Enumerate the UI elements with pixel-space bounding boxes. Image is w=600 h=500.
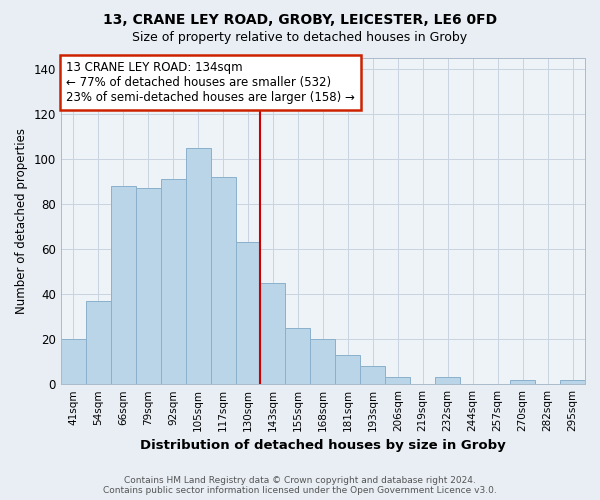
Y-axis label: Number of detached properties: Number of detached properties (15, 128, 28, 314)
Bar (385, 378, 410, 384)
Bar (361, 366, 385, 384)
Text: 13, CRANE LEY ROAD, GROBY, LEICESTER, LE6 0FD: 13, CRANE LEY ROAD, GROBY, LEICESTER, LE… (103, 12, 497, 26)
Bar (510, 380, 535, 384)
Bar (335, 355, 361, 384)
Bar (560, 380, 585, 384)
Bar (286, 328, 310, 384)
X-axis label: Distribution of detached houses by size in Groby: Distribution of detached houses by size … (140, 440, 506, 452)
Bar (310, 339, 335, 384)
Text: 13 CRANE LEY ROAD: 134sqm
← 77% of detached houses are smaller (532)
23% of semi: 13 CRANE LEY ROAD: 134sqm ← 77% of detac… (66, 61, 355, 104)
Bar (86, 301, 111, 384)
Bar (435, 378, 460, 384)
Bar (211, 177, 236, 384)
Bar (260, 283, 286, 384)
Bar (111, 186, 136, 384)
Text: Contains HM Land Registry data © Crown copyright and database right 2024.
Contai: Contains HM Land Registry data © Crown c… (103, 476, 497, 495)
Bar (161, 179, 185, 384)
Bar (61, 339, 86, 384)
Bar (236, 242, 260, 384)
Bar (136, 188, 161, 384)
Text: Size of property relative to detached houses in Groby: Size of property relative to detached ho… (133, 31, 467, 44)
Bar (185, 148, 211, 384)
